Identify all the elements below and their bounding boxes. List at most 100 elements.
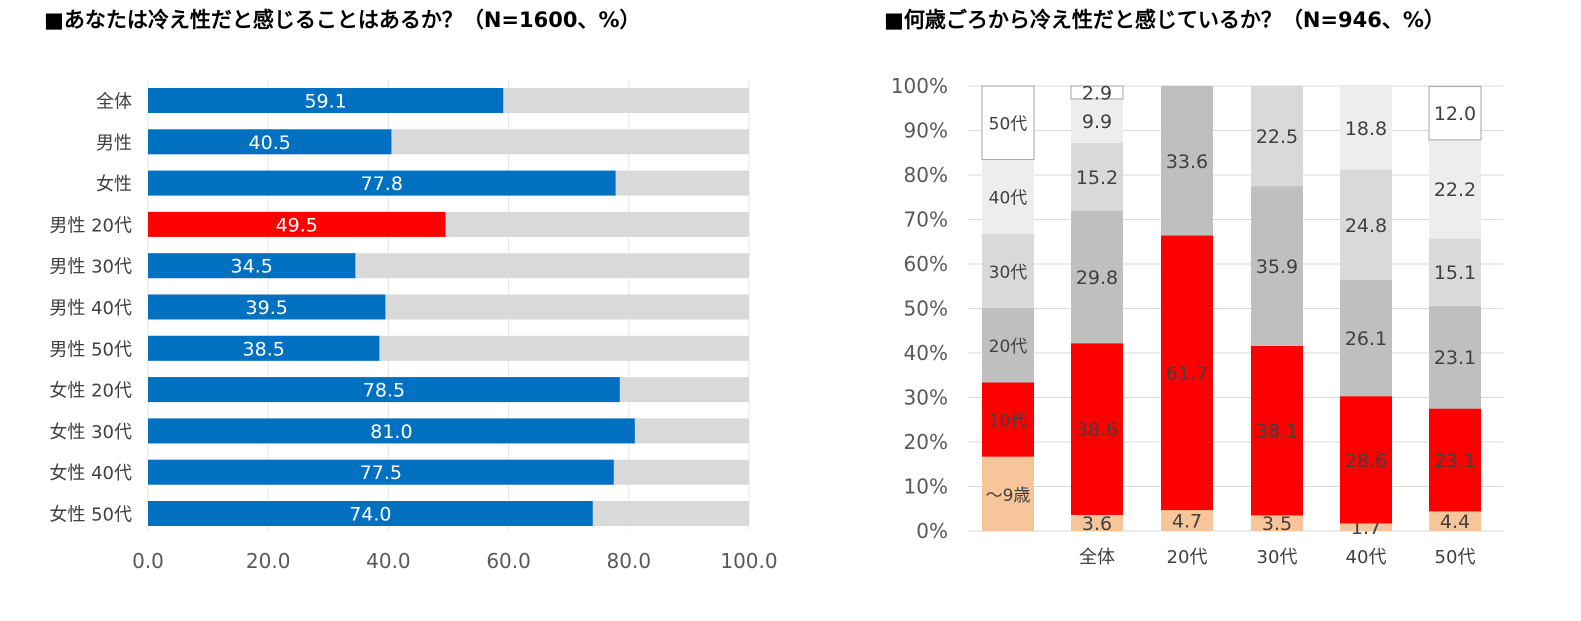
- data-label: 61.7: [1166, 363, 1208, 385]
- category-label: 50代: [1435, 547, 1476, 568]
- chart-title-left: ■あなたは冷え性だと感じることはあるか？（N=1600、%）: [44, 8, 641, 32]
- category-label: 40代: [1346, 547, 1387, 568]
- data-label: 38.5: [243, 338, 285, 360]
- data-label: 23.1: [1434, 347, 1476, 369]
- y-tick-label: 10%: [904, 475, 948, 499]
- data-label: 77.8: [361, 173, 403, 195]
- data-label: 34.5: [231, 256, 273, 278]
- stack-segment: [1251, 86, 1303, 187]
- stack-segment: [1429, 511, 1481, 531]
- bar: [148, 377, 620, 403]
- legend-segment: [982, 456, 1034, 531]
- data-label: 77.5: [360, 462, 402, 484]
- bar: [148, 418, 635, 444]
- data-label: 26.1: [1345, 328, 1387, 350]
- bar: [148, 335, 380, 361]
- legend-label: 50代: [989, 115, 1028, 135]
- data-label: 12.0: [1434, 103, 1476, 125]
- category-label: 女性 40代: [49, 463, 132, 484]
- bar: [148, 253, 356, 279]
- legend-label: 40代: [989, 189, 1028, 209]
- data-label: 29.8: [1076, 267, 1118, 289]
- data-label: 4.4: [1440, 511, 1470, 533]
- category-label: 全体: [1079, 547, 1115, 568]
- data-label: 35.9: [1256, 256, 1298, 278]
- category-label: 女性 20代: [49, 381, 132, 402]
- legend-label: 10代: [989, 412, 1028, 432]
- stack-segment: [1251, 186, 1303, 346]
- legend-segment: [982, 233, 1034, 309]
- legend-segment: [982, 159, 1034, 234]
- bar: [148, 170, 616, 196]
- category-label: 20代: [1167, 547, 1208, 568]
- stack-segment: [1340, 86, 1392, 170]
- y-tick-label: 60%: [904, 252, 948, 276]
- data-label: 39.5: [246, 297, 288, 319]
- stack-segment: [1161, 86, 1213, 236]
- bar: [148, 211, 446, 237]
- bar: [148, 501, 593, 526]
- bar: [148, 459, 614, 485]
- y-tick-label: 30%: [904, 386, 948, 410]
- data-label: 74.0: [349, 504, 391, 526]
- stack-segment: [1071, 514, 1123, 531]
- category-label: 男性 40代: [49, 298, 132, 319]
- legend-label: 30代: [989, 263, 1028, 283]
- data-label: 3.5: [1262, 513, 1292, 535]
- category-label: 全体: [96, 92, 132, 113]
- stack-segment: [1161, 235, 1213, 511]
- category-label: 30代: [1257, 547, 1298, 568]
- data-label: 38.6: [1076, 419, 1118, 441]
- stack-segment: [1428, 85, 1482, 141]
- data-label: 33.6: [1166, 151, 1208, 173]
- x-tick-label: 80.0: [607, 549, 652, 573]
- stack-segment: [1251, 345, 1303, 516]
- x-tick-label: 20.0: [246, 549, 291, 573]
- y-tick-label: 100%: [891, 74, 948, 98]
- category-label: 男性 30代: [49, 257, 132, 278]
- legend-segment: [981, 85, 1035, 160]
- legend-label: 20代: [989, 337, 1028, 357]
- data-label: 18.8: [1345, 118, 1387, 140]
- category-label: 女性: [96, 174, 132, 195]
- data-label: 4.7: [1172, 511, 1202, 533]
- stack-segment: [1340, 523, 1392, 531]
- x-tick-label: 60.0: [486, 549, 531, 573]
- legend-label: ～9歳: [986, 486, 1031, 506]
- data-label: 22.2: [1434, 179, 1476, 201]
- y-tick-label: 90%: [904, 119, 948, 143]
- stack-segment: [1340, 396, 1392, 524]
- data-label: 15.2: [1076, 167, 1118, 189]
- legend-segment: [982, 382, 1034, 457]
- x-tick-label: 100.0: [720, 549, 777, 573]
- data-label: 22.5: [1256, 126, 1298, 148]
- y-tick-label: 50%: [904, 297, 948, 321]
- x-tick-label: 0.0: [132, 549, 164, 573]
- data-label: 38.1: [1256, 421, 1298, 443]
- data-label: 23.1: [1434, 450, 1476, 472]
- bar: [148, 129, 392, 155]
- bar: [148, 88, 504, 113]
- bar: [148, 294, 386, 320]
- category-label: 男性: [96, 133, 132, 154]
- data-label: 2.9: [1082, 82, 1112, 104]
- data-label: 28.6: [1345, 450, 1387, 472]
- chart-title-right: ■何歳ごろから冷え性だと感じているか？（N=946、%）: [884, 8, 1445, 32]
- category-label: 女性 30代: [49, 422, 132, 443]
- data-label: 59.1: [304, 91, 346, 113]
- category-label: 女性 50代: [49, 505, 132, 526]
- category-label: 男性 50代: [49, 339, 132, 360]
- data-label: 78.5: [363, 380, 405, 402]
- y-tick-label: 20%: [904, 430, 948, 454]
- stack-segment: [1340, 169, 1392, 281]
- data-label: 24.8: [1345, 215, 1387, 237]
- stack-segment: [1429, 408, 1481, 512]
- stack-segment: [1071, 142, 1123, 211]
- data-label: 9.9: [1082, 111, 1112, 133]
- category-label: 男性 20代: [49, 215, 132, 236]
- data-label: 81.0: [370, 421, 412, 443]
- y-tick-label: 40%: [904, 341, 948, 365]
- stack-segment: [1251, 515, 1303, 531]
- stack-segment: [1071, 210, 1123, 344]
